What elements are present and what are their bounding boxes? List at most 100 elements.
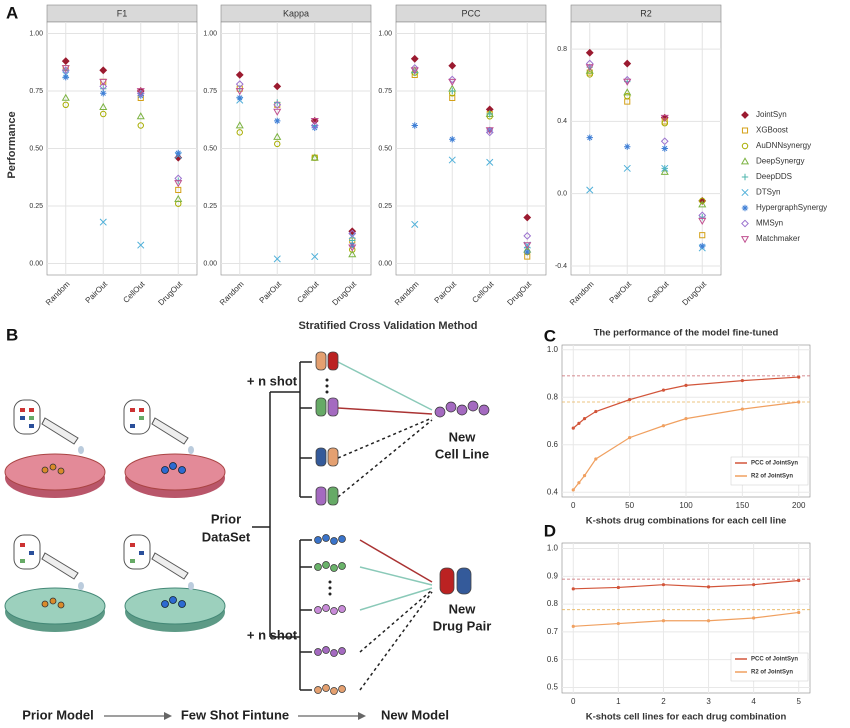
cell-clusters xyxy=(314,400,490,695)
x-tick-label: DrugOut xyxy=(680,279,708,307)
point xyxy=(273,108,282,116)
y-tick-label: 0.00 xyxy=(378,260,392,267)
point xyxy=(448,61,457,70)
point xyxy=(661,388,666,392)
y-tick-label: 0.6 xyxy=(547,655,559,664)
point xyxy=(273,132,282,140)
point xyxy=(348,229,357,238)
point xyxy=(623,164,631,172)
point xyxy=(741,127,749,134)
point xyxy=(348,250,357,258)
pipeline-step: Prior Model xyxy=(22,707,94,722)
point xyxy=(273,82,282,91)
point xyxy=(741,142,749,150)
y-axis-title: Performance xyxy=(6,111,18,178)
point xyxy=(136,89,145,98)
point xyxy=(100,90,107,97)
y-tick-label: 0.25 xyxy=(29,203,43,210)
point xyxy=(571,624,575,628)
point xyxy=(99,82,108,91)
point xyxy=(175,200,182,207)
point xyxy=(448,75,457,84)
point xyxy=(348,232,356,240)
point xyxy=(699,197,706,205)
point xyxy=(485,127,494,135)
point xyxy=(699,232,706,239)
diagram-label: + n shot xyxy=(247,627,298,642)
diagram: B Prior DataSet + xyxy=(4,325,492,722)
legend-label: MMSyn xyxy=(756,219,783,228)
x-tick-label: 4 xyxy=(751,697,756,706)
x-tick-label: CellOut xyxy=(295,279,321,305)
x-tick-label: Random xyxy=(218,279,246,307)
point xyxy=(660,167,669,175)
diagram-label: Prior xyxy=(211,511,241,526)
point xyxy=(706,619,711,623)
tubes-and-pipettes xyxy=(13,399,194,590)
point xyxy=(310,121,319,130)
point xyxy=(174,153,183,162)
point xyxy=(741,219,749,228)
point xyxy=(586,186,594,194)
x-tick-label: PairOut xyxy=(608,279,634,305)
x-tick-label: PairOut xyxy=(258,279,284,305)
legend-label: PCC of JointSyn xyxy=(751,461,798,467)
point xyxy=(585,64,594,72)
legend-box xyxy=(730,652,809,682)
y-tick-label: 1.00 xyxy=(378,30,392,37)
point xyxy=(582,474,587,478)
point xyxy=(62,74,69,81)
point xyxy=(741,204,749,212)
point xyxy=(235,70,244,79)
facet-title: R2 xyxy=(640,8,652,18)
plot-area xyxy=(570,21,722,276)
point xyxy=(448,156,456,164)
line xyxy=(573,579,799,590)
point xyxy=(175,149,182,157)
point xyxy=(486,126,493,134)
y-tick-label: -0.4 xyxy=(555,263,567,270)
facet-title: Kappa xyxy=(283,8,309,18)
panel-label: A xyxy=(6,3,18,22)
y-tick-label: 0.25 xyxy=(378,203,392,210)
point xyxy=(137,241,145,249)
point xyxy=(174,180,183,188)
y-tick-label: 0.50 xyxy=(203,145,217,152)
point xyxy=(449,136,456,143)
point xyxy=(706,585,711,589)
legend-label: AuDNNsynergy xyxy=(756,141,811,150)
point xyxy=(449,87,456,95)
point xyxy=(235,121,244,129)
y-tick-label: 0.25 xyxy=(203,203,217,210)
point xyxy=(741,173,749,181)
point xyxy=(661,619,666,623)
point xyxy=(136,112,145,120)
point xyxy=(623,59,632,68)
x-axis-title: K-shots cell lines for each drug combina… xyxy=(586,712,787,723)
x-axis-title: Stratified Cross Validation Method xyxy=(298,320,477,332)
point xyxy=(523,213,532,222)
legend-label: PCC of JointSyn xyxy=(751,657,798,663)
x-tick-label: 0 xyxy=(571,697,576,706)
y-tick-label: 1.0 xyxy=(547,544,559,553)
point xyxy=(661,164,669,172)
point xyxy=(411,220,419,228)
point xyxy=(752,616,756,620)
x-tick-label: CellOut xyxy=(121,279,147,305)
tree xyxy=(252,361,433,691)
point xyxy=(698,200,707,208)
y-tick-label: 0.8 xyxy=(547,599,559,608)
y-tick-label: 0.75 xyxy=(29,88,43,95)
x-tick-label: 1 xyxy=(616,697,621,706)
point xyxy=(577,421,581,425)
point xyxy=(740,157,750,165)
point xyxy=(523,242,532,250)
y-tick-label: 1.0 xyxy=(547,345,559,354)
point xyxy=(310,118,319,126)
diagram-label: Drug Pair xyxy=(433,618,492,633)
point xyxy=(410,67,419,75)
point xyxy=(99,102,108,110)
point xyxy=(523,231,532,240)
point xyxy=(311,253,319,261)
x-tick-label: 5 xyxy=(797,697,802,706)
